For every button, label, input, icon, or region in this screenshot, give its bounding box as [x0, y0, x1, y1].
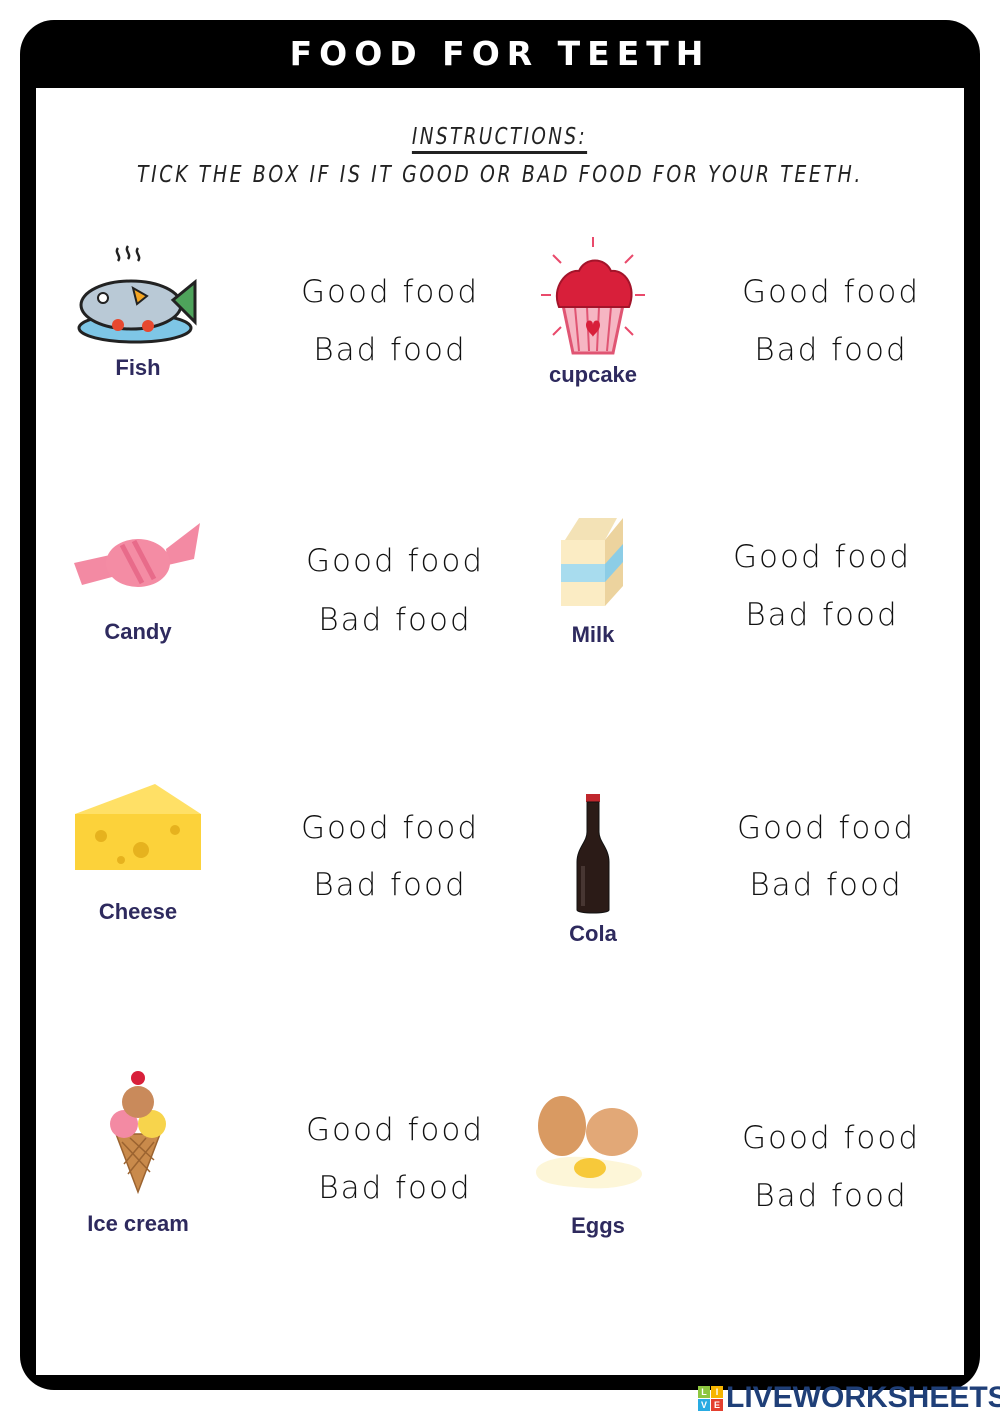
food-label-cheese: Cheese: [98, 899, 178, 924]
cupcake-good-option[interactable]: Good food: [741, 274, 921, 310]
fish-icon: [77, 245, 197, 344]
ice-cream-good-option[interactable]: Good food: [305, 1112, 485, 1148]
ice-cream-bad-option[interactable]: Bad food: [318, 1170, 472, 1206]
food-label-cola: Cola: [569, 921, 617, 946]
eggs-bad-option[interactable]: Bad food: [754, 1178, 908, 1214]
fish-bad-option[interactable]: Bad food: [313, 332, 467, 368]
cheese-good-option[interactable]: Good food: [300, 810, 480, 846]
cheese-bad-option[interactable]: Bad food: [313, 867, 467, 903]
cola-bad-option[interactable]: Bad food: [749, 867, 903, 903]
milk-good-option[interactable]: Good food: [732, 539, 912, 575]
food-label-cupcake: cupcake: [548, 362, 638, 387]
food-label-candy: Candy: [104, 619, 172, 644]
page-title: FOOD FOR TEETH: [289, 34, 711, 73]
logo-text: LIVEWORKSHEETS: [726, 1381, 1000, 1414]
eggs-good-option[interactable]: Good food: [741, 1120, 921, 1156]
cheese-icon: [75, 784, 201, 870]
milk-bad-option[interactable]: Bad food: [745, 597, 899, 633]
fish-good-option[interactable]: Good food: [300, 274, 480, 310]
instructions-heading: INSTRUCTIONS:: [0, 124, 1000, 154]
food-label-milk: Milk: [571, 622, 615, 647]
food-label-fish: Fish: [115, 355, 161, 380]
candy-good-option[interactable]: Good food: [305, 543, 485, 579]
milk-icon: [561, 518, 623, 606]
cupcake-icon: [541, 237, 645, 355]
instructions-heading-text: INSTRUCTIONS:: [412, 124, 588, 154]
food-label-ice-cream: Ice cream: [87, 1211, 189, 1236]
candy-icon: [74, 523, 200, 587]
ice-cream-icon: [110, 1071, 166, 1194]
cupcake-bad-option[interactable]: Bad food: [754, 332, 908, 368]
cola-icon: [576, 794, 610, 914]
instructions-text: TICK THE BOX IF IS IT GOOD OR BAD FOOD F…: [136, 162, 864, 188]
eggs-icon: [536, 1096, 642, 1189]
food-label-eggs: Eggs: [571, 1213, 625, 1238]
candy-bad-option[interactable]: Bad food: [318, 602, 472, 638]
cola-good-option[interactable]: Good food: [736, 810, 916, 846]
